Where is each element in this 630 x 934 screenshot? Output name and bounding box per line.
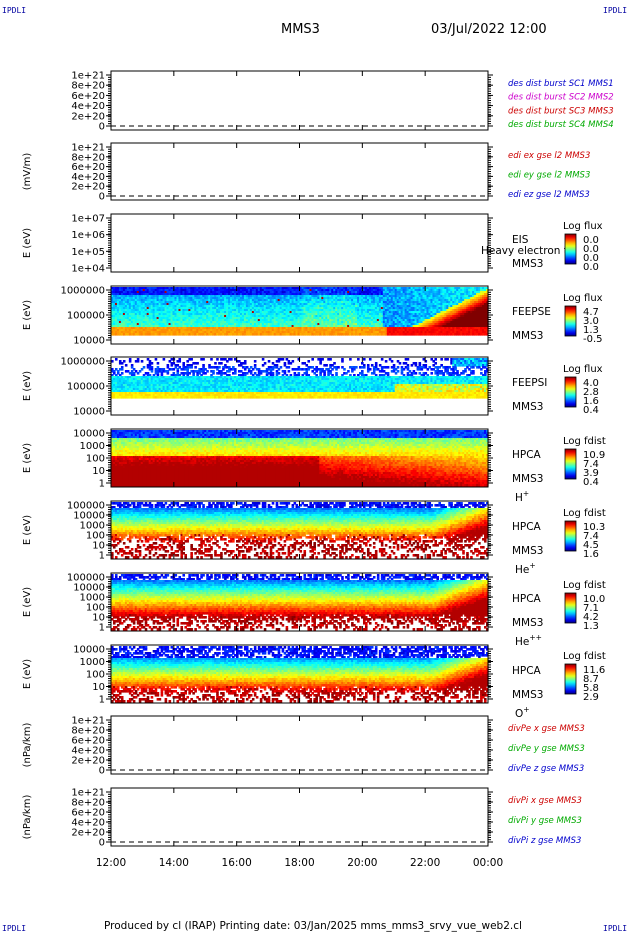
overlay-label-eis: Heavy electron to — [481, 245, 574, 257]
corner-label-bottom-right: IPDLI — [603, 924, 627, 933]
colorbar-tick-label-eis: 0.0 — [583, 262, 599, 273]
legend-entry-des-dist: des dist burst SC2 MMS2 — [508, 93, 614, 103]
colorbar-title-eis: Log flux — [563, 221, 603, 232]
colorbar-eis — [565, 234, 576, 264]
panel-spacecraft-label-eis: MMS3 — [512, 258, 543, 270]
y-tick-label-eis: 1e+05 — [71, 247, 105, 258]
y-tick-label-eis: 1e+04 — [71, 264, 105, 275]
y-tick-label-des-dist: 0 — [99, 122, 105, 133]
panel-frame-des-dist — [111, 71, 488, 130]
legend-entry-edi-e: edi ey gse l2 MMS3 — [508, 171, 590, 181]
panel-frame-eis — [111, 214, 488, 272]
legend-entry-des-dist: des dist burst SC1 MMS1 — [508, 79, 614, 89]
panel-feepse — [111, 287, 489, 336]
y-tick-label-edi-e: 0 — [99, 192, 105, 203]
legend-entry-edi-e: edi ex gse l2 MMS3 — [508, 151, 590, 161]
chart-figure: des dist burst SC1 MMS1 des dist burst SC… — [0, 0, 630, 900]
y-tick-label-eis: 1e+06 — [71, 230, 105, 241]
legend-entry-edi-e: edi ez gse l2 MMS3 — [508, 190, 590, 200]
corner-label-bottom-left: IPDLI — [2, 924, 26, 933]
y-axis-label-eis: E (eV) — [22, 228, 33, 258]
legend-entry-des-dist: des dist burst SC3 MMS3 — [508, 106, 614, 116]
legend-entry-des-dist: des dist burst SC4 MMS4 — [508, 120, 614, 130]
y-tick-label-eis: 1e+07 — [71, 214, 105, 225]
panel-frame-edi-e — [111, 143, 488, 200]
y-axis-label-edi-e: (mV/m) — [22, 153, 33, 191]
